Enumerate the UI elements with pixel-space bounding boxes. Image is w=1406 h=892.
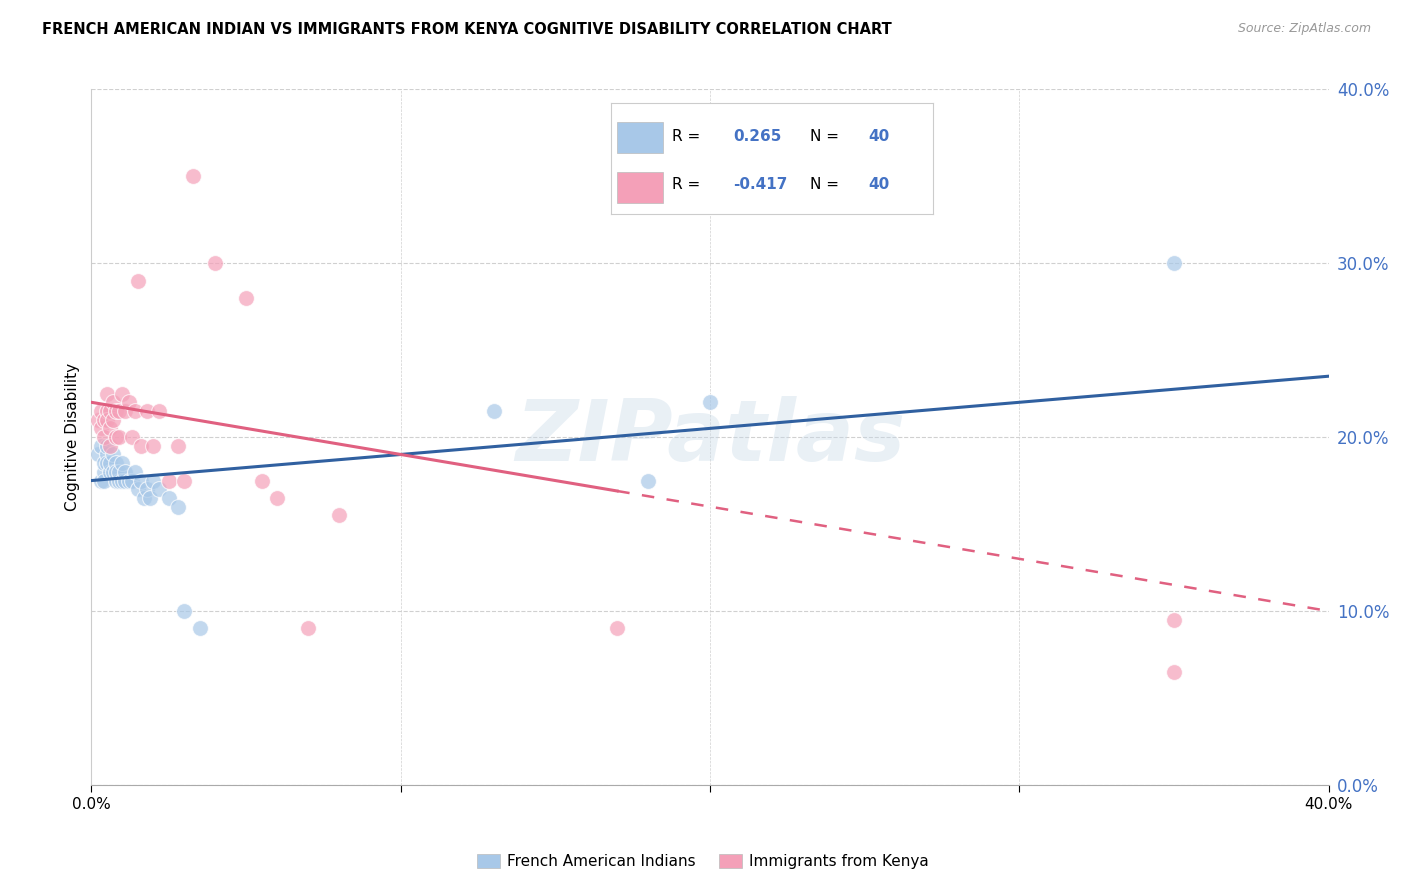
Point: [328, 508, 350, 523]
Point: [136, 404, 159, 418]
Point: [98, 421, 121, 435]
Point: [90, 404, 112, 418]
Point: [266, 491, 288, 505]
Point: [98, 465, 121, 479]
Point: [1163, 613, 1185, 627]
Point: [1163, 256, 1185, 270]
Point: [108, 474, 131, 488]
Point: [250, 474, 273, 488]
Point: [114, 474, 136, 488]
Point: [96, 404, 118, 418]
Point: [96, 447, 118, 462]
Point: [111, 456, 134, 470]
Point: [157, 474, 180, 488]
Point: [96, 439, 118, 453]
Point: [86, 447, 108, 462]
Point: [114, 404, 136, 418]
Point: [93, 474, 115, 488]
Point: [297, 621, 319, 635]
Point: [136, 482, 159, 496]
Point: [93, 465, 115, 479]
Point: [108, 430, 131, 444]
Text: Source: ZipAtlas.com: Source: ZipAtlas.com: [1237, 22, 1371, 36]
Point: [108, 404, 131, 418]
Point: [96, 412, 118, 426]
Point: [127, 273, 149, 287]
Point: [482, 404, 505, 418]
Point: [108, 465, 131, 479]
Text: ZIPatlas: ZIPatlas: [515, 395, 905, 479]
Point: [86, 412, 108, 426]
Point: [111, 474, 134, 488]
Point: [105, 465, 128, 479]
Point: [142, 439, 165, 453]
Point: [148, 482, 170, 496]
Point: [101, 395, 124, 409]
Point: [101, 447, 124, 462]
Point: [101, 412, 124, 426]
Point: [637, 474, 659, 488]
Point: [93, 430, 115, 444]
Point: [167, 500, 190, 514]
Point: [105, 430, 128, 444]
Point: [606, 621, 628, 635]
Point: [121, 430, 143, 444]
Point: [173, 474, 195, 488]
Point: [129, 474, 152, 488]
Point: [129, 439, 152, 453]
Point: [127, 482, 149, 496]
Y-axis label: Cognitive Disability: Cognitive Disability: [65, 363, 80, 511]
Point: [124, 465, 146, 479]
Point: [183, 169, 205, 184]
Point: [98, 439, 121, 453]
Point: [124, 404, 146, 418]
Point: [96, 456, 118, 470]
Point: [90, 421, 112, 435]
Point: [90, 474, 112, 488]
Point: [235, 291, 257, 305]
Point: [117, 474, 139, 488]
Point: [157, 491, 180, 505]
Point: [98, 404, 121, 418]
Point: [93, 412, 115, 426]
Point: [142, 474, 165, 488]
Point: [98, 456, 121, 470]
Point: [114, 465, 136, 479]
Point: [105, 474, 128, 488]
Point: [699, 395, 721, 409]
Legend: French American Indians, Immigrants from Kenya: French American Indians, Immigrants from…: [471, 848, 935, 875]
Point: [121, 474, 143, 488]
Point: [117, 395, 139, 409]
Point: [93, 456, 115, 470]
Point: [96, 386, 118, 401]
Point: [132, 491, 155, 505]
Point: [204, 256, 226, 270]
Point: [148, 404, 170, 418]
Point: [167, 439, 190, 453]
Point: [1163, 665, 1185, 679]
Text: FRENCH AMERICAN INDIAN VS IMMIGRANTS FROM KENYA COGNITIVE DISABILITY CORRELATION: FRENCH AMERICAN INDIAN VS IMMIGRANTS FRO…: [42, 22, 891, 37]
Point: [173, 604, 195, 618]
Point: [188, 621, 211, 635]
Point: [105, 404, 128, 418]
Point: [139, 491, 162, 505]
Point: [101, 465, 124, 479]
Point: [111, 386, 134, 401]
Point: [105, 456, 128, 470]
Point: [90, 439, 112, 453]
